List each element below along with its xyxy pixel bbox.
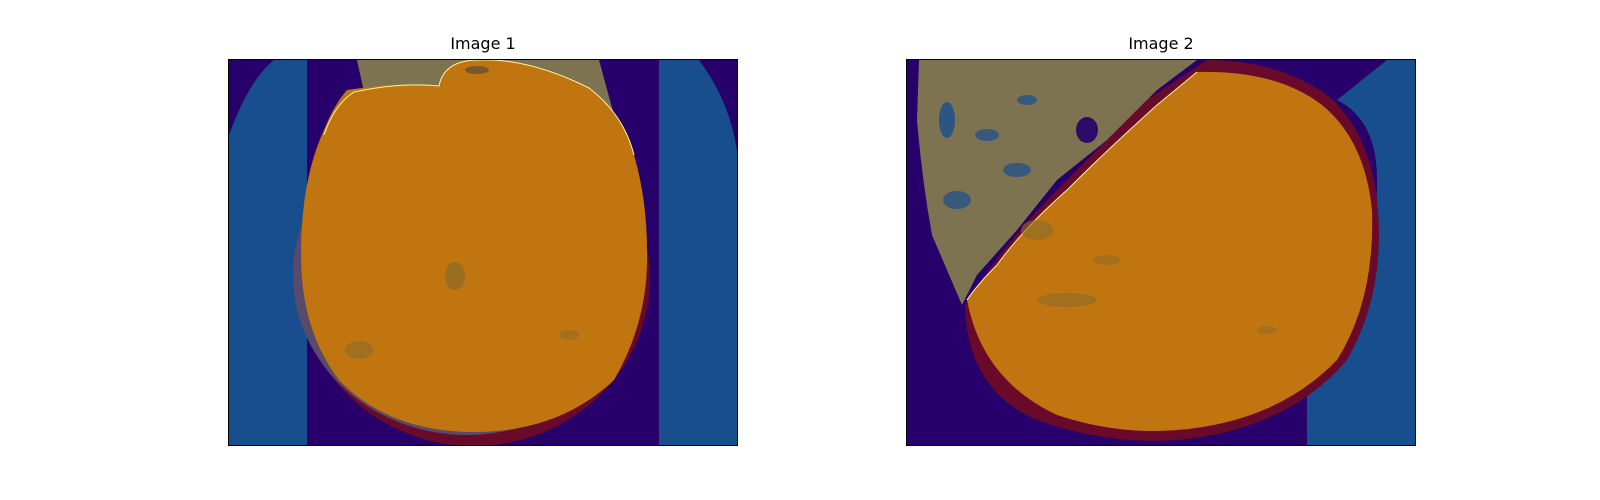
image-2-overlay [907, 60, 1415, 445]
image-1-overlay [229, 60, 737, 445]
panel-2-image [906, 59, 1416, 446]
panel-1-title: Image 1 [450, 34, 516, 53]
panel-2-title: Image 2 [1128, 34, 1194, 53]
panel-1-image [228, 59, 738, 446]
